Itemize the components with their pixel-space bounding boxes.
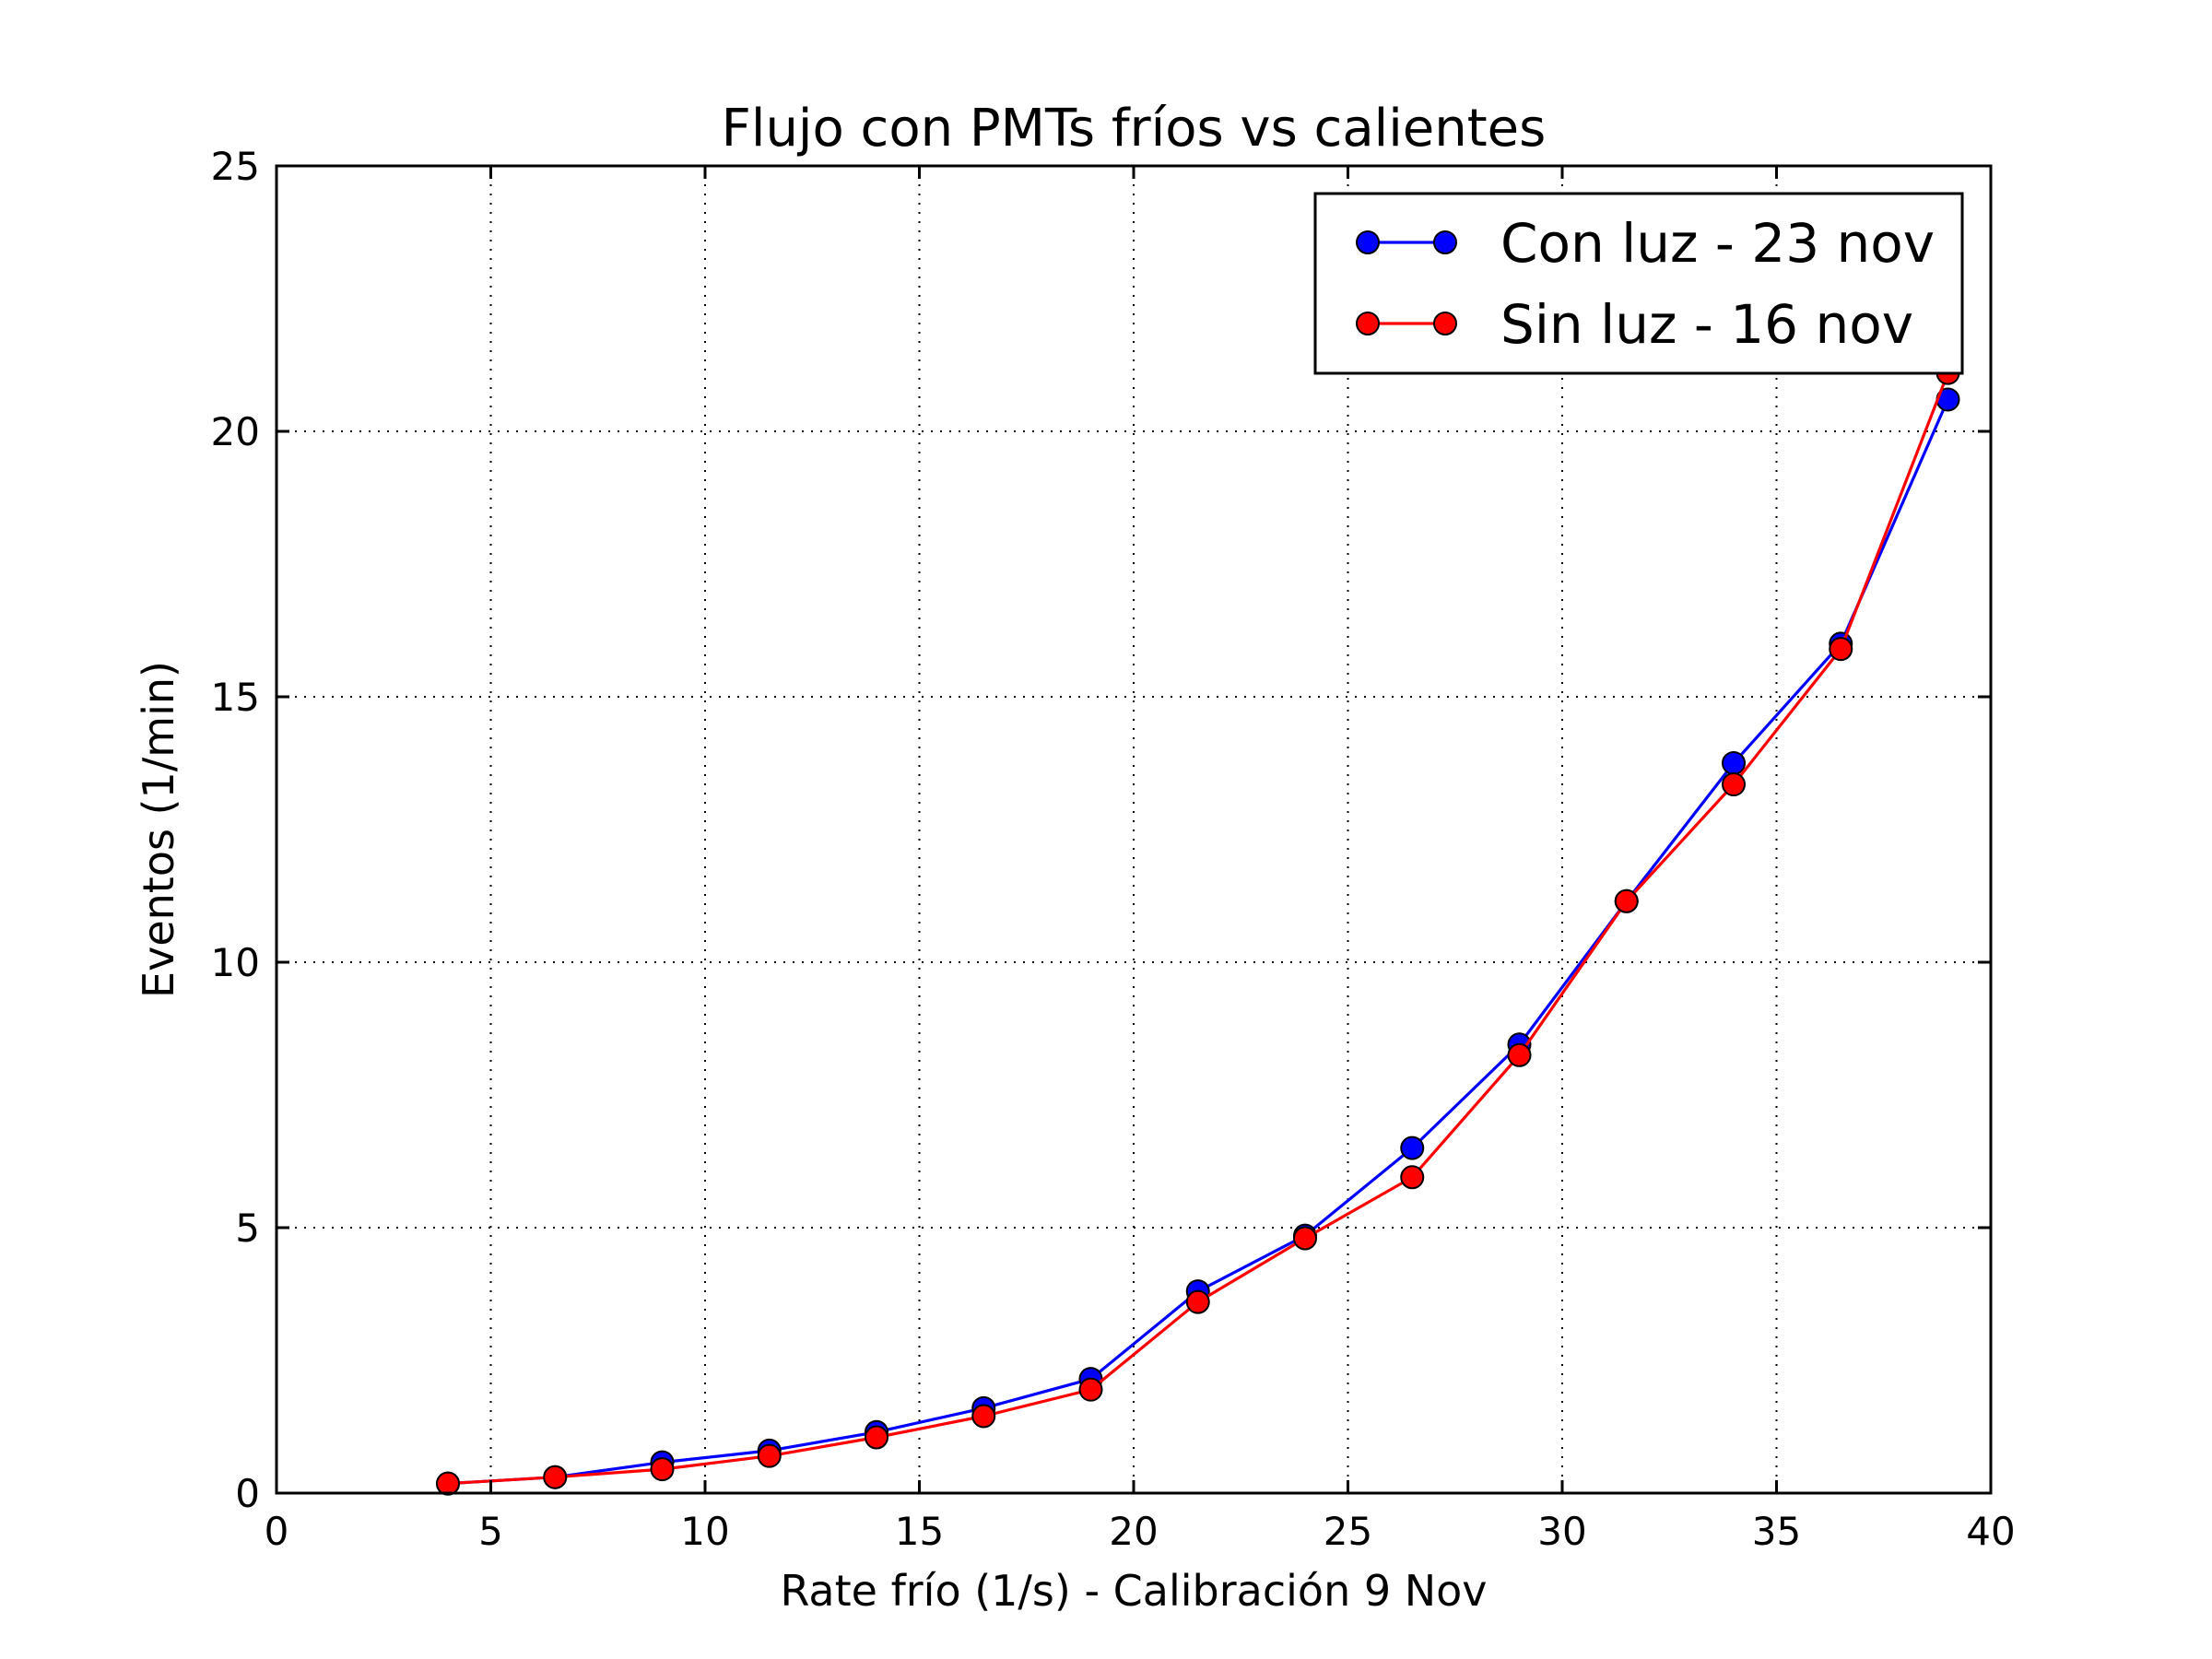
series-layer [436,360,1960,1496]
data-point [865,1425,888,1450]
legend-item: Sin luz - 16 nov [1356,293,1913,356]
legend-marker [1356,230,1380,254]
data-point [1722,751,1746,775]
x-tick-label: 30 [1537,1509,1586,1554]
x-tick-label: 5 [478,1509,503,1554]
data-point [1185,1289,1210,1314]
legend-label: Sin luz - 16 nov [1500,293,1913,356]
legend: Con luz - 23 nov Sin luz - 16 nov [1313,192,1964,375]
x-tick-label: 10 [680,1509,729,1554]
y-tick-label: 25 [211,144,260,189]
x-tick-label: 0 [265,1509,289,1554]
y-axis-label: Eventos (1/min) [134,661,183,998]
x-axis-label: Rate frío (1/s) - Calibración 9 Nov [780,1566,1487,1616]
legend-marker [1356,312,1380,335]
legend-item: Con luz - 23 nov [1356,212,1935,275]
y-tick-label: 10 [211,940,260,985]
data-point [1507,1042,1532,1067]
data-point [543,1465,568,1489]
legend-label: Con luz - 23 nov [1500,212,1935,275]
legend-marker [1433,312,1457,335]
tick-labels: 0 5 10 15 20 25 30 35 40 0 5 10 15 20 25 [211,144,2016,1554]
data-point [1078,1377,1103,1402]
grid [276,166,1991,1493]
y-tick-label: 0 [235,1471,260,1516]
x-tick-label: 20 [1109,1509,1158,1554]
data-point [436,1471,460,1496]
x-tick-label: 35 [1752,1509,1801,1554]
legend-marker [1433,230,1457,254]
data-point [650,1457,675,1482]
x-tick-label: 15 [895,1509,944,1554]
data-point [971,1404,996,1429]
data-point [1829,637,1853,662]
ticks [275,164,1993,1495]
data-point [1400,1135,1425,1160]
x-tick-label: 25 [1324,1509,1372,1554]
legend-items: Con luz - 23 nov Sin luz - 16 nov [1356,212,1935,356]
legend-box [1313,192,1964,375]
data-point [1614,888,1639,913]
y-tick-label: 5 [235,1206,260,1251]
chart-title: Flujo con PMTs fríos vs calientes [722,99,1547,159]
x-tick-label: 40 [1966,1509,2015,1554]
y-tick-label: 15 [211,675,260,720]
data-point [1293,1226,1317,1251]
data-point [757,1443,782,1468]
data-point [1722,772,1746,797]
series-2 [436,360,1960,1496]
y-tick-label: 20 [211,409,260,454]
data-point [1400,1165,1425,1190]
